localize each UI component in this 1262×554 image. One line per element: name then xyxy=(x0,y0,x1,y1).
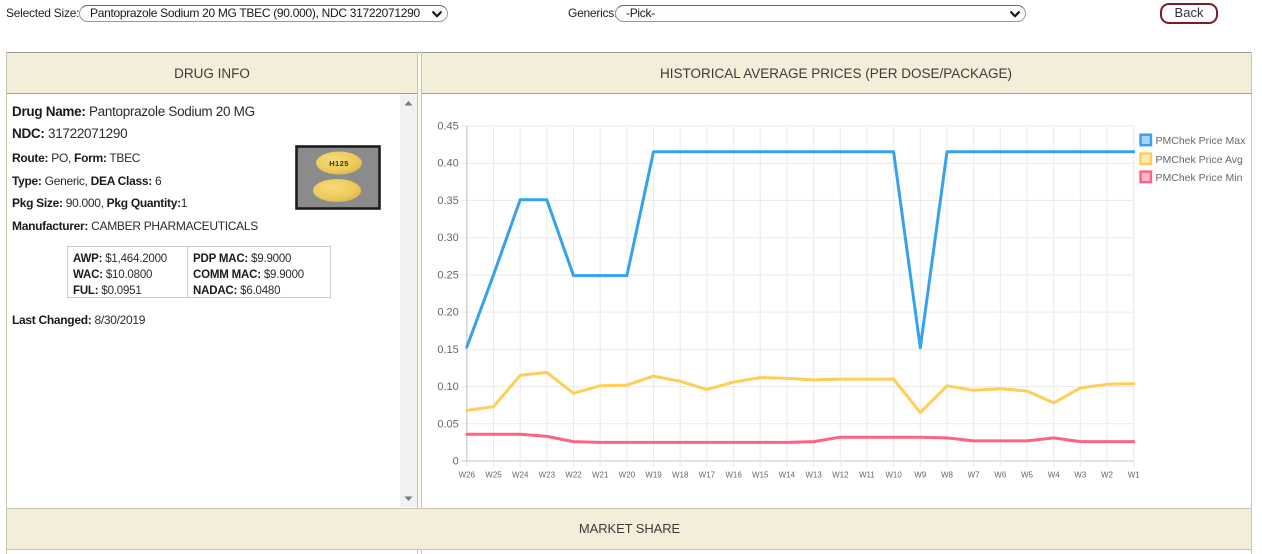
svg-text:W18: W18 xyxy=(672,471,689,480)
svg-text:W9: W9 xyxy=(914,471,927,480)
svg-text:W8: W8 xyxy=(941,471,954,480)
svg-text:W16: W16 xyxy=(725,471,742,480)
svg-text:W4: W4 xyxy=(1048,471,1061,480)
svg-text:W7: W7 xyxy=(968,471,981,480)
svg-text:PMChek Price Avg: PMChek Price Avg xyxy=(1156,154,1244,166)
svg-text:H125: H125 xyxy=(329,159,349,168)
svg-text:W26: W26 xyxy=(459,471,476,480)
svg-text:0.35: 0.35 xyxy=(437,195,458,207)
svg-text:0.05: 0.05 xyxy=(437,418,458,430)
svg-text:W2: W2 xyxy=(1101,471,1114,480)
svg-text:W20: W20 xyxy=(619,471,636,480)
svg-text:0: 0 xyxy=(453,456,459,468)
svg-text:W17: W17 xyxy=(699,471,716,480)
svg-text:W5: W5 xyxy=(1021,471,1034,480)
svg-text:W12: W12 xyxy=(832,471,849,480)
svg-text:0.15: 0.15 xyxy=(437,344,458,356)
svg-text:PMChek Price Min: PMChek Price Min xyxy=(1156,172,1243,184)
svg-text:PMChek Price Max: PMChek Price Max xyxy=(1156,135,1247,147)
svg-text:W13: W13 xyxy=(805,471,822,480)
svg-text:W3: W3 xyxy=(1074,471,1087,480)
svg-text:W21: W21 xyxy=(592,471,609,480)
svg-text:0.25: 0.25 xyxy=(437,269,458,281)
svg-text:W14: W14 xyxy=(779,471,796,480)
svg-text:W11: W11 xyxy=(859,471,875,480)
svg-text:W15: W15 xyxy=(752,471,769,480)
svg-text:W25: W25 xyxy=(485,471,502,480)
svg-text:W6: W6 xyxy=(994,471,1007,480)
svg-text:W1: W1 xyxy=(1128,471,1141,480)
svg-text:0.10: 0.10 xyxy=(437,381,458,393)
svg-text:W22: W22 xyxy=(565,471,582,480)
svg-text:W10: W10 xyxy=(885,471,902,480)
svg-text:W24: W24 xyxy=(512,471,529,480)
svg-text:W19: W19 xyxy=(645,471,662,480)
svg-text:W23: W23 xyxy=(539,471,556,480)
svg-text:0.45: 0.45 xyxy=(437,121,458,133)
svg-text:0.30: 0.30 xyxy=(437,232,458,244)
svg-text:0.20: 0.20 xyxy=(437,307,458,319)
svg-text:0.40: 0.40 xyxy=(437,158,458,170)
